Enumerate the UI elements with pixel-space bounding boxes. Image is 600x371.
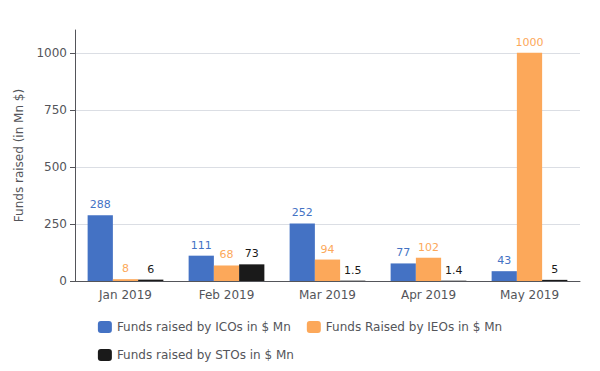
svg-text:1000: 1000	[516, 36, 544, 49]
svg-text:Apr 2019: Apr 2019	[401, 288, 456, 302]
svg-text:Funds raised by STOs in $ Mn: Funds raised by STOs in $ Mn	[117, 348, 294, 362]
svg-text:94: 94	[321, 243, 335, 256]
svg-text:250: 250	[44, 217, 67, 231]
svg-text:77: 77	[396, 246, 410, 259]
svg-text:68: 68	[220, 248, 234, 261]
svg-text:43: 43	[497, 254, 511, 267]
svg-text:1.4: 1.4	[445, 264, 463, 277]
svg-text:5: 5	[551, 263, 558, 276]
svg-text:500: 500	[44, 160, 67, 174]
svg-text:750: 750	[44, 103, 67, 117]
svg-text:0: 0	[59, 274, 67, 288]
svg-text:288: 288	[90, 198, 111, 211]
svg-text:111: 111	[191, 239, 212, 252]
svg-text:6: 6	[147, 263, 154, 276]
svg-text:252: 252	[292, 206, 313, 219]
svg-text:1000: 1000	[36, 46, 67, 60]
svg-text:1.5: 1.5	[344, 264, 362, 277]
svg-text:May 2019: May 2019	[500, 288, 559, 302]
svg-text:Funds Raised by IEOs in $ Mn: Funds Raised by IEOs in $ Mn	[326, 320, 502, 334]
svg-text:Mar 2019: Mar 2019	[299, 288, 356, 302]
svg-text:102: 102	[418, 241, 439, 254]
svg-text:73: 73	[245, 247, 259, 260]
svg-text:Jan 2019: Jan 2019	[98, 288, 152, 302]
svg-text:8: 8	[122, 262, 129, 275]
svg-text:Funds raised (in Mn $): Funds raised (in Mn $)	[12, 89, 26, 222]
svg-text:Funds raised by ICOs in $ Mn: Funds raised by ICOs in $ Mn	[117, 320, 291, 334]
svg-text:Feb 2019: Feb 2019	[199, 288, 255, 302]
